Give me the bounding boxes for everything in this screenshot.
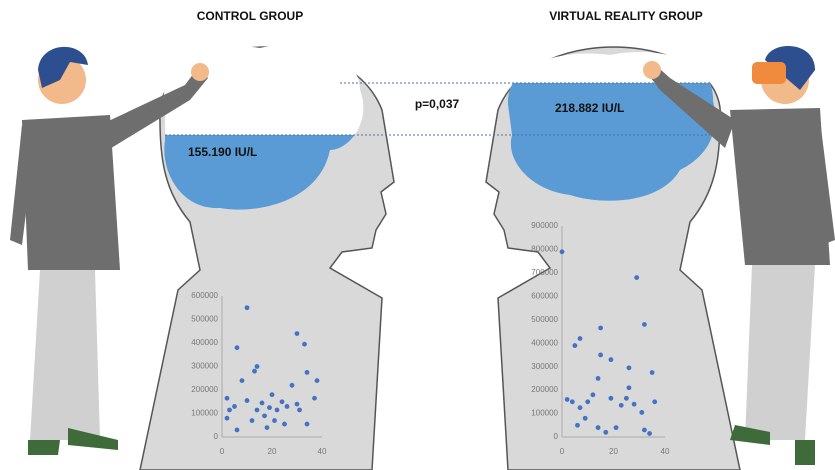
scatter-point [642, 428, 647, 433]
scatter-point [265, 425, 270, 430]
scatter-point [560, 249, 565, 254]
scatter-point [245, 305, 250, 310]
scatter-point [285, 404, 290, 409]
scatter-point [297, 408, 302, 413]
x-tick-label: 20 [609, 447, 618, 456]
scatter-point [614, 425, 619, 430]
scatter-point [650, 370, 655, 375]
panel-title: CONTROL GROUP [197, 9, 303, 23]
scatter-point [227, 408, 232, 413]
scatter-point [575, 423, 580, 428]
y-tick-label: 300000 [191, 362, 218, 371]
infographic: CONTROL GROUP VIRTUAL REALITY GROUP 155.… [0, 0, 835, 470]
y-tick-label: 100000 [191, 409, 218, 418]
scatter-point [305, 422, 310, 427]
scatter-point [235, 428, 240, 433]
scatter-point [267, 405, 272, 410]
scatter-point [570, 399, 575, 404]
y-tick-label: 600000 [191, 291, 218, 300]
scatter-point [578, 405, 583, 410]
y-tick-label: 500000 [191, 315, 218, 324]
scatter-point [282, 422, 287, 427]
scatter-point [260, 401, 265, 406]
scatter-point [225, 396, 230, 401]
value-label: 155.190 IU/L [188, 145, 257, 159]
scatter-point [585, 399, 590, 404]
panel-title: VIRTUAL REALITY GROUP [549, 9, 703, 23]
y-tick-label: 100000 [531, 409, 558, 418]
scatter-point [255, 364, 260, 369]
scatter-point [578, 336, 583, 341]
value-label: 218.882 IU/L [555, 101, 624, 115]
scatter-point [591, 392, 596, 397]
scatter-point [647, 431, 652, 436]
scatter-point [312, 396, 317, 401]
scatter-point [598, 353, 603, 358]
scatter-point [262, 413, 267, 418]
y-tick-label: 400000 [191, 338, 218, 347]
scatter-point [596, 425, 601, 430]
scatter-point [250, 418, 255, 423]
p-value: p=0,037 [415, 97, 460, 111]
scatter-point [627, 365, 632, 370]
scatter-point [572, 343, 577, 348]
scatter-point [252, 369, 257, 374]
scatter-point [639, 410, 644, 415]
scatter-point [295, 402, 300, 407]
y-tick-label: 700000 [531, 268, 558, 277]
scatter-point [270, 392, 275, 397]
scatter-point [603, 430, 608, 435]
scatter-point [305, 370, 310, 375]
scatter-point [272, 418, 277, 423]
scatter-point [225, 416, 230, 421]
scatter-point [642, 322, 647, 327]
x-tick-label: 40 [661, 447, 670, 456]
scatter-point [245, 398, 250, 403]
scatter-point [652, 399, 657, 404]
scatter-point [619, 403, 624, 408]
scatter-point [275, 408, 280, 413]
scatter-point [235, 345, 240, 350]
x-tick-label: 40 [318, 447, 327, 456]
y-tick-label: 300000 [531, 362, 558, 371]
scatter-point [583, 416, 588, 421]
scatter-point [624, 396, 629, 401]
scatter-point [627, 385, 632, 390]
scatter-point [290, 383, 295, 388]
scatter-point [255, 408, 260, 413]
scatter-point [609, 357, 614, 362]
y-tick-label: 200000 [191, 385, 218, 394]
scatter-point [634, 275, 639, 280]
scatter-point [302, 342, 307, 347]
y-tick-label: 0 [554, 432, 559, 441]
y-tick-label: 800000 [531, 245, 558, 254]
scatter-point [280, 399, 285, 404]
scatter-point [598, 326, 603, 331]
scatter-point [609, 396, 614, 401]
y-tick-label: 600000 [531, 291, 558, 300]
x-tick-label: 20 [268, 447, 277, 456]
y-tick-label: 500000 [531, 315, 558, 324]
scatter-point [565, 397, 570, 402]
y-tick-label: 400000 [531, 338, 558, 347]
x-tick-label: 0 [560, 447, 565, 456]
scatter-point [596, 376, 601, 381]
y-tick-label: 900000 [531, 221, 558, 230]
y-tick-label: 200000 [531, 385, 558, 394]
scatter-point [240, 378, 245, 383]
scatter-point [295, 331, 300, 336]
scatter-point [315, 378, 320, 383]
scatter-point [632, 402, 637, 407]
x-tick-label: 0 [220, 447, 225, 456]
scatter-point [232, 404, 237, 409]
y-tick-label: 0 [214, 432, 219, 441]
